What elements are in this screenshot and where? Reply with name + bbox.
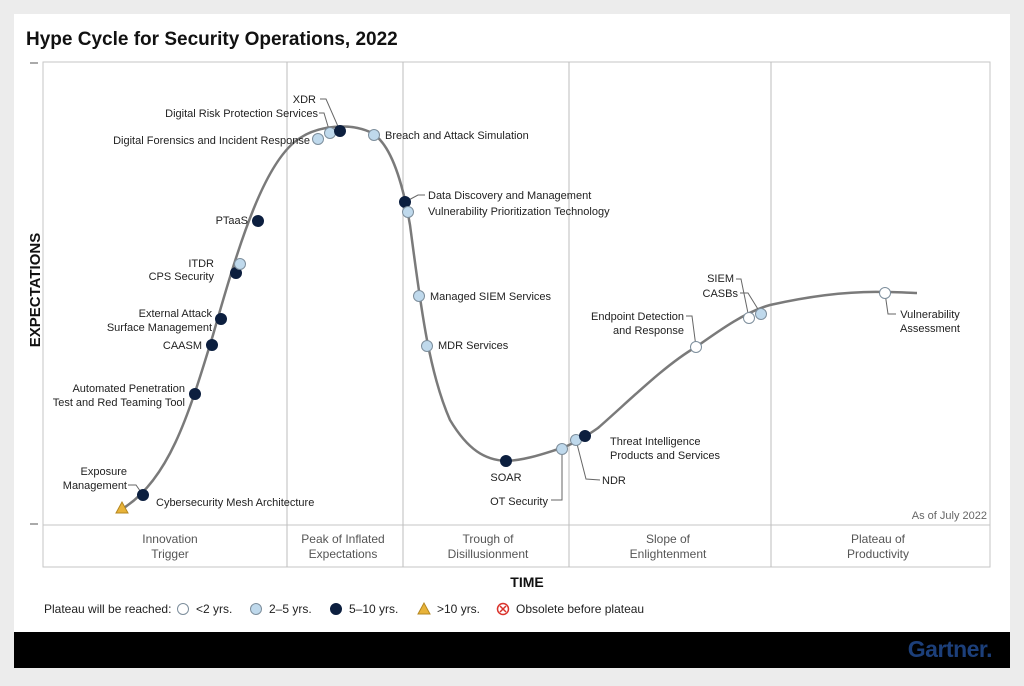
label-leader [740, 292, 762, 315]
technology-label: SOAR [490, 472, 521, 484]
technology-label: SIEM [707, 273, 734, 285]
technology-label: Automated Penetration Test and Red Teamin… [53, 383, 185, 409]
technology-marker [189, 388, 201, 400]
technology-label: CAASM [163, 340, 202, 352]
as-of-note: As of July 2022 [912, 510, 987, 522]
legend-marker [330, 603, 342, 615]
label-leader [320, 98, 341, 132]
technology-marker [252, 215, 264, 227]
technology-label: XDR [293, 94, 316, 106]
chart-title: Hype Cycle for Security Operations, 2022 [26, 29, 398, 50]
legend-marker [496, 602, 510, 616]
technology-marker [334, 125, 346, 137]
legend-label: >10 yrs. [437, 602, 480, 616]
phase-label: Peak of Inflated Expectations [301, 532, 384, 561]
legend-marker [417, 601, 431, 615]
technology-marker [579, 430, 591, 442]
y-axis-label: EXPECTATIONS [27, 233, 44, 347]
phase-label: Innovation Trigger [142, 532, 197, 561]
x-axis-label: TIME [510, 574, 543, 590]
technology-label: ITDR [188, 258, 214, 270]
phase-label: Trough of Disillusionment [448, 532, 529, 561]
technology-marker [137, 489, 149, 501]
technology-label: Data Discovery and Management [428, 190, 591, 202]
technology-label: MDR Services [438, 340, 509, 352]
technology-marker [743, 312, 755, 324]
technology-label: Threat Intelligence Products and Services [610, 436, 721, 462]
label-leader [319, 112, 331, 134]
technology-marker [402, 206, 414, 218]
technology-marker [368, 129, 380, 141]
technology-label: Breach and Attack Simulation [385, 130, 529, 142]
legend-label: 5–10 yrs. [349, 602, 398, 616]
technology-marker [413, 290, 425, 302]
technology-label: CPS Security [149, 271, 215, 283]
label-leader [575, 439, 601, 481]
technology-marker [312, 133, 324, 145]
phase-label: Plateau of Productivity [847, 532, 909, 561]
phase-label: Slope of Enlightenment [630, 532, 707, 561]
legend-label: <2 yrs. [196, 602, 232, 616]
technology-label: Cybersecurity Mesh Architecture [156, 497, 314, 509]
label-leader [736, 278, 750, 319]
footer-bar: Gartner. [14, 632, 1010, 668]
label-leader [686, 315, 697, 348]
technology-label: NDR [602, 475, 626, 487]
technology-marker [115, 500, 129, 514]
technology-label: Exposure Management [63, 466, 127, 492]
technology-marker [421, 340, 433, 352]
legend-label: Obsolete before plateau [516, 602, 644, 616]
technology-label: OT Security [490, 496, 548, 508]
technology-marker [755, 308, 767, 320]
legend-title: Plateau will be reached: [44, 602, 171, 616]
brand-logo: Gartner. [907, 636, 993, 662]
technology-marker [234, 258, 246, 270]
technology-label: CASBs [703, 288, 739, 300]
technology-label: Endpoint Detection and Response [591, 311, 684, 337]
technology-label: Digital Risk Protection Services [165, 108, 318, 120]
technology-marker [690, 341, 702, 353]
technology-marker [556, 443, 568, 455]
label-leader [551, 449, 563, 501]
technology-label: Digital Forensics and Incident Response [113, 135, 310, 147]
technology-marker [399, 196, 411, 208]
technology-label: PTaaS [216, 215, 248, 227]
technology-marker [215, 313, 227, 325]
technology-marker [324, 127, 336, 139]
technology-label: Vulnerability Prioritization Technology [428, 206, 610, 218]
label-leader [884, 292, 896, 315]
technology-marker [206, 339, 218, 351]
technology-label: External Attack Surface Management [107, 308, 213, 334]
technology-label: Managed SIEM Services [430, 291, 552, 303]
legend-label: 2–5 yrs. [269, 602, 312, 616]
technology-label: Vulnerability Assessment [900, 309, 960, 335]
hype-curve [121, 125, 918, 511]
technology-marker [879, 287, 891, 299]
legend-marker [250, 603, 262, 615]
technology-marker [500, 455, 512, 467]
phase-panel [42, 524, 991, 568]
legend-marker [177, 603, 189, 615]
